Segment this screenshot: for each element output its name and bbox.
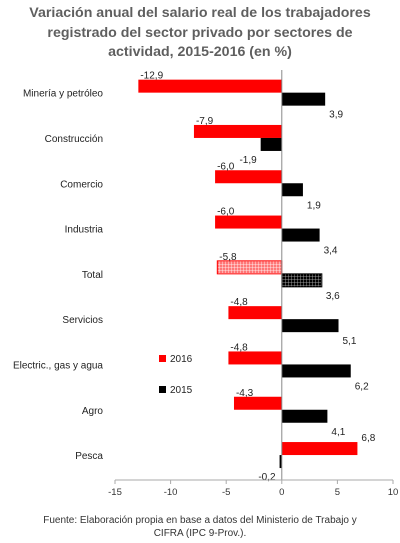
x-tick-label-1: -10 (164, 487, 178, 498)
category-label-industria: Industria (65, 225, 104, 236)
bar-2015-agro (281, 409, 328, 423)
bar-2015-comercio (281, 183, 303, 197)
data-label-2016-total: -5,8 (219, 252, 237, 263)
category-label-comercio: Comercio (60, 179, 103, 190)
data-label-2016-industria: -6,0 (217, 207, 235, 218)
data-label-2015-electric-gas-y-agua: 6,2 (355, 381, 369, 392)
bar-2016-electric-gas-y-agua (228, 351, 282, 365)
bar-2015-pesca (279, 455, 282, 469)
data-label-2015-construccion: -1,9 (239, 155, 257, 166)
bar-2016-comercio (215, 170, 282, 184)
bar-2016-industria (215, 215, 282, 229)
category-label-pesca: Pesca (75, 451, 103, 462)
bar-2015-servicios (281, 319, 339, 333)
bar-2015-electric-gas-y-agua (281, 364, 351, 378)
data-label-2016-agro: -4,3 (236, 388, 254, 399)
chart-title-line-3: actividad, 2015-2016 (en %) (108, 44, 292, 60)
category-label-total: Total (82, 270, 103, 281)
bar-2016-pesca (281, 442, 358, 456)
bar-2016-agro (233, 396, 282, 410)
bar-2016-servicios (228, 306, 282, 320)
source-note-line-2: CIFRA (IPC 9-Prov.). (153, 528, 247, 539)
source-note-line-1: Fuente: Elaboración propia en base a dat… (43, 515, 357, 526)
bar-2015-industria (281, 228, 320, 242)
bar-chart: -12,9 3,9 Minería y petróleo -7,9 -1,9 Constr… (13, 70, 399, 498)
legend-swatch-2016 (159, 355, 166, 362)
category-label-electric-gas-y-agua: Electric., gas y agua (13, 360, 103, 371)
legend-label-2016: 2016 (170, 354, 193, 365)
legend-label-2015: 2015 (170, 385, 193, 396)
source-note: Fuente: Elaboración propia en base a dat… (0, 514, 400, 540)
x-tick-label-0: -15 (108, 487, 122, 498)
x-tick-label-3: 0 (279, 487, 284, 498)
data-label-2015-total: 3,6 (326, 291, 340, 302)
chart-title-line-2: registrado del sector privado por sector… (47, 24, 353, 41)
x-tick-label-5: 10 (388, 487, 399, 498)
bar-2015-mineria-y-petroleo (281, 92, 326, 106)
data-label-2016-construccion: -7,9 (196, 116, 214, 127)
data-label-2015-industria: 3,4 (324, 246, 338, 257)
bar-2015-total (281, 273, 323, 288)
data-label-2016-servicios: -4,8 (230, 297, 248, 308)
legend-swatch-2015 (159, 386, 166, 393)
bar-2016-construccion (193, 124, 282, 138)
bar-2016-mineria-y-petroleo (138, 79, 282, 93)
chart-title-line-1: Variación anual del salario real de los … (29, 5, 371, 21)
bar-2015-construccion (260, 137, 282, 151)
x-tick-label-4: 5 (335, 487, 340, 498)
data-label-2015-pesca: -0,2 (258, 472, 276, 483)
category-label-agro: Agro (82, 406, 104, 417)
data-label-2015-agro: 4,1 (331, 427, 345, 438)
data-label-2015-comercio: 1,9 (307, 200, 321, 211)
data-label-2016-comercio: -6,0 (217, 161, 235, 172)
data-label-2016-mineria-y-petroleo: -12,9 (140, 71, 163, 82)
x-tick-label-2: -5 (222, 487, 230, 498)
data-label-2016-electric-gas-y-agua: -4,8 (230, 342, 248, 353)
data-label-2015-servicios: 5,1 (343, 336, 357, 347)
category-label-mineria-y-petroleo: Minería y petróleo (23, 89, 103, 100)
category-label-servicios: Servicios (62, 315, 103, 326)
chart-title: Variación anual del salario real de los … (0, 4, 400, 63)
category-label-construccion: Construcción (45, 134, 103, 145)
data-label-2016-pesca: 6,8 (361, 433, 375, 444)
data-label-2015-mineria-y-petroleo: 3,9 (329, 110, 343, 121)
